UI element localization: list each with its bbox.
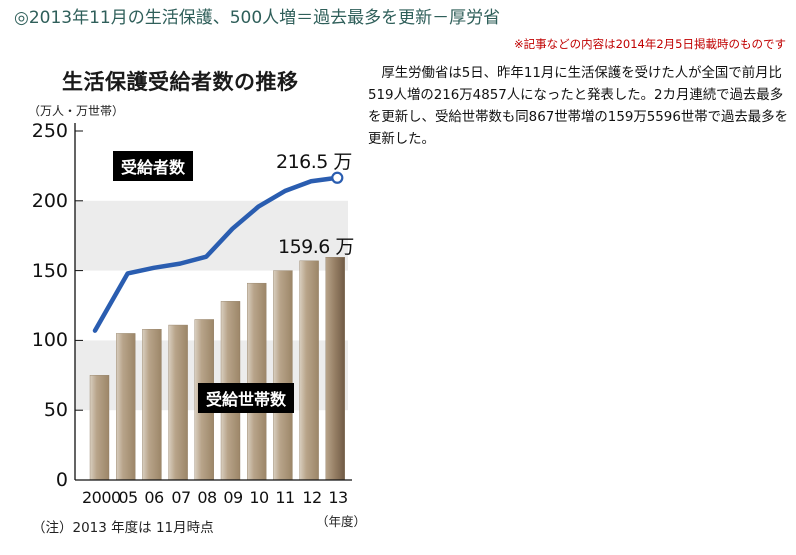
x-axis-unit-label: （年度） xyxy=(316,514,367,529)
series-tag-households: 受給世帯数 xyxy=(198,383,295,413)
line-end-value-label: 216.5 万 xyxy=(276,151,352,173)
x-tick-13: 13 xyxy=(328,488,348,507)
bar-06 xyxy=(142,329,162,481)
chart-footnote: （注）2013 年度は 11月時点 xyxy=(32,520,214,536)
y-tick-50: 50 xyxy=(43,399,68,421)
y-tick-0: 0 xyxy=(55,469,68,491)
bar-12 xyxy=(299,260,319,481)
recipients-line xyxy=(92,175,340,333)
bar-end-value-label: 159.6 万 xyxy=(278,236,354,258)
article-paragraph: 厚生労働省は5日、昨年11月に生活保護を受けた人が全国で前月比519人増の216… xyxy=(368,66,788,147)
y-tick-150: 150 xyxy=(31,260,68,282)
headline: ◎2013年11月の生活保護、500人増＝過去最多を更新－厚労省 xyxy=(14,8,501,28)
x-tick-09: 09 xyxy=(223,488,243,507)
bar-05 xyxy=(115,333,136,481)
line-end-marker-icon xyxy=(331,171,344,184)
chart-title: 生活保護受給者数の推移 xyxy=(62,70,299,94)
x-tick-10: 10 xyxy=(249,488,269,507)
bar-13 xyxy=(325,256,345,481)
x-tick-12: 12 xyxy=(302,488,322,507)
x-tick-11: 11 xyxy=(275,488,295,507)
article-body: 厚生労働省は5日、昨年11月に生活保護を受けた人が全国で前月比519人増の216… xyxy=(368,63,788,151)
x-tick-08: 08 xyxy=(197,488,217,507)
x-tick-2000: 2000 xyxy=(82,488,121,507)
bar-07 xyxy=(168,324,188,481)
y-tick-200: 200 xyxy=(31,190,68,212)
grid-band-150-200 xyxy=(75,200,348,271)
x-tick-06: 06 xyxy=(144,488,164,507)
chart-plot xyxy=(74,123,352,481)
publication-notice: ※記事などの内容は2014年2月5日掲載時のものです xyxy=(513,37,786,51)
series-tag-recipients: 受給者数 xyxy=(113,151,194,181)
bar-2000 xyxy=(89,375,110,481)
y-tick-100: 100 xyxy=(31,329,68,351)
bar-11 xyxy=(273,270,293,481)
x-tick-05: 05 xyxy=(118,488,138,507)
chart: 生活保護受給者数の推移 （万人・万世帯） 250 200 150 100 50 … xyxy=(0,60,370,555)
x-tick-07: 07 xyxy=(171,488,191,507)
y-axis-unit-label: （万人・万世帯） xyxy=(28,104,125,118)
y-tick-250: 250 xyxy=(31,120,68,142)
bar-10 xyxy=(246,282,267,481)
